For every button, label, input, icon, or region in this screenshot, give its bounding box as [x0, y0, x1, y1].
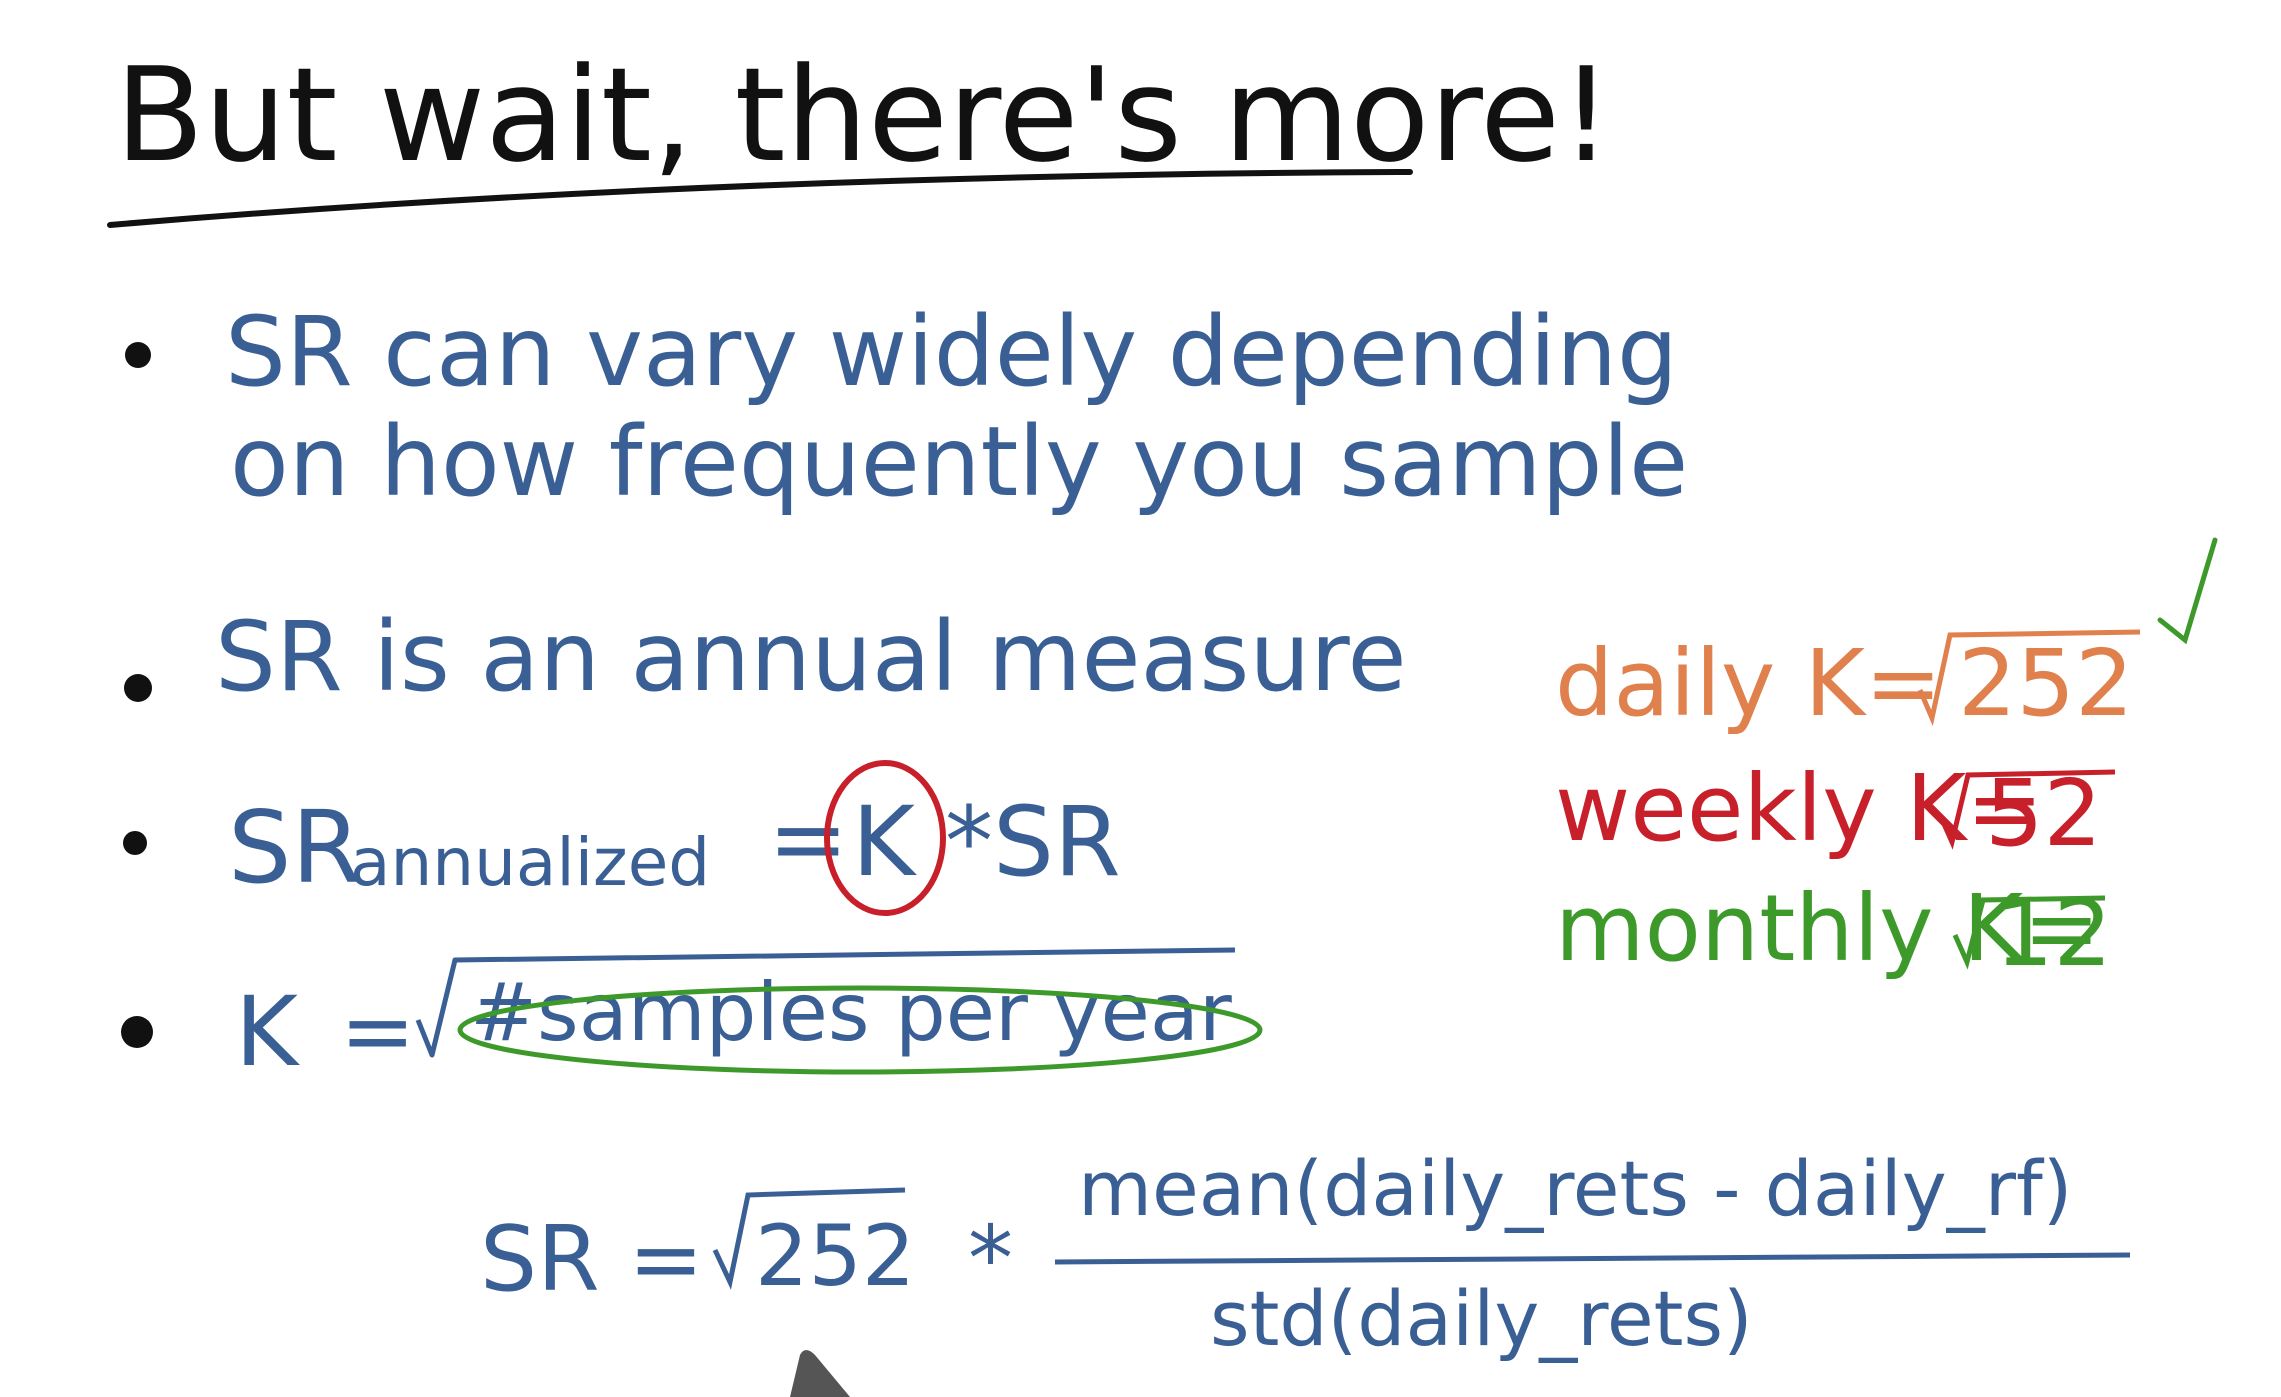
bullet-dot [121, 1016, 153, 1048]
sqrt-sign [1952, 895, 2106, 970]
sqrt-sign [712, 1187, 906, 1290]
sqrt-sign [1917, 629, 2141, 727]
bullet-dot [124, 674, 152, 702]
sr-label: SR [228, 789, 361, 906]
bullet-2-text: SR is an annual measure [215, 601, 1407, 713]
annualized-subscript: annualized [350, 824, 710, 901]
k-symbol: K [235, 976, 300, 1088]
times-sr: *SR [945, 786, 1121, 898]
bullet-1-line-1: SR can vary widely depending [225, 296, 1678, 408]
monthly-k-value: 12 [1995, 880, 2112, 987]
title-underline [107, 169, 1413, 228]
sqrt-sign [1937, 769, 2116, 850]
fraction-bar [1054, 1252, 2131, 1265]
pen-icon [790, 1350, 850, 1397]
daily-k-label: daily K= [1555, 630, 1942, 737]
sqrt-sign [415, 947, 1236, 1058]
formula-times: * [968, 1207, 1013, 1312]
k-circle [824, 760, 946, 916]
k-symbol: K [852, 786, 917, 898]
formula-numerator: mean(daily_rets - daily_rf) [1078, 1144, 2072, 1233]
check-mark-icon [2157, 537, 2218, 645]
weekly-k-value: 52 [1985, 760, 2102, 867]
bullet-dot [125, 342, 151, 368]
samples-highlight-ellipse [457, 985, 1263, 1075]
formula-root-value: 252 [755, 1207, 915, 1305]
daily-k-value: 252 [1958, 630, 2134, 737]
bullet-1-line-2: on how frequently you sample [230, 406, 1688, 518]
bullet-dot [123, 831, 147, 855]
formula-denominator: std(daily_rets) [1210, 1274, 1753, 1363]
page-title: But wait, there's more! [115, 39, 1612, 191]
equals-sign: = [340, 979, 415, 1084]
samples-per-year: #samples per year [470, 966, 1232, 1059]
monthly-k-label: monthly K= [1555, 875, 2100, 982]
formula-lhs: SR = [480, 1207, 704, 1312]
weekly-k-label: weekly K= [1555, 755, 2043, 862]
